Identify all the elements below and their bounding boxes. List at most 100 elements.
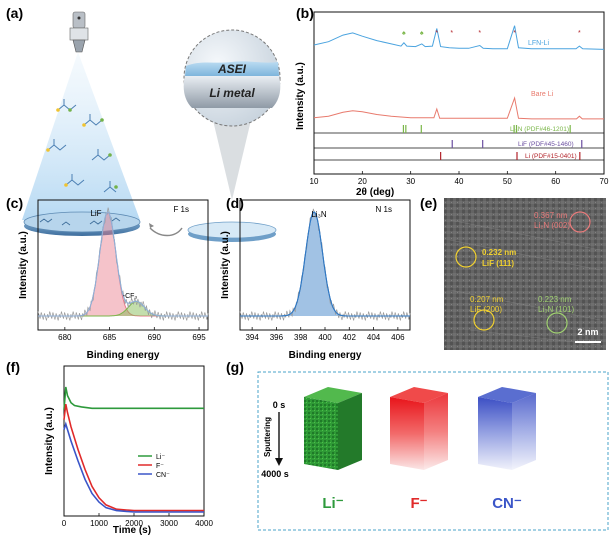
peak-marker-3: * (450, 30, 453, 37)
panel-label-g: (g) (226, 359, 244, 375)
plot-frame-c (37, 199, 209, 331)
series-f-1 (63, 403, 204, 512)
f-tick-label-2: 2000 (125, 519, 143, 528)
cube-label-cn: CN⁻ (492, 495, 522, 512)
tick-2-tick-label-2: 398 (294, 333, 308, 342)
xlabel-c: Binding energy (87, 350, 160, 361)
reference-group-b: ♠ ♠ * * * * * (402, 30, 583, 160)
f-tick-label-3: 3000 (160, 519, 178, 528)
f-tick-label-4: 4000 (195, 519, 213, 528)
ylabel-f: Intensity (a.u.) (44, 407, 55, 475)
legend-f-f: F⁻ (156, 463, 164, 470)
tem-image (444, 198, 606, 350)
tick-1-tick-label-1: 685 (103, 333, 117, 342)
legend-f-cn: CN⁻ (156, 472, 170, 479)
ylabel-c: Intensity (a.u.) (18, 231, 29, 299)
asei-label: ASEI (217, 62, 247, 76)
b-tick-label-3: 40 (455, 177, 464, 186)
peak-label-lif: LiF (90, 209, 101, 218)
anno-4-plane: Li₃N (101) (538, 305, 574, 314)
peak-label-cf3: -CF₃ (123, 293, 138, 300)
peak-label-li3n: Li₃N (311, 210, 326, 219)
b-tick-label-4: 50 (503, 177, 512, 186)
plot-frame-b (313, 11, 605, 175)
peak-group-d (239, 208, 411, 321)
legend-ref-li: Li (PDF#15-0401) (525, 153, 577, 160)
xlabel-f: Time (s) (113, 525, 151, 536)
zoom-cone (212, 116, 252, 200)
b-tick-label-0: 10 (310, 177, 319, 186)
anno-2-plane: LiF (111) (482, 259, 514, 268)
li-metal-label: Li metal (209, 86, 255, 100)
peak-marker-0: ♠ (402, 30, 406, 37)
series-group-b (313, 25, 605, 120)
fit-envelope-1 (38, 211, 208, 317)
series-f-2 (63, 421, 204, 513)
treated-disk (187, 221, 277, 242)
zoom-circle: ASEI Li metal (183, 29, 281, 127)
legend-lfn: LFN-Li (528, 40, 549, 47)
spray-cone (22, 52, 140, 220)
tick-2-tick-label-6: 406 (391, 333, 405, 342)
f-tick-label-1: 1000 (90, 519, 108, 528)
legend-ref-lif: LiF (PDF#45-1460) (518, 141, 574, 148)
peak-fill-1-1 (38, 301, 208, 316)
molecule-icons (47, 99, 117, 193)
panel-label-a: (a) (6, 5, 23, 21)
substrate-disk (23, 211, 141, 236)
anno-1-spacing: 0.367 nm (534, 211, 568, 220)
ticks-d: 394 396 398 400 402 404 406 (245, 327, 405, 342)
molecule-dots (46, 108, 118, 189)
anno-3-plane: LiF (200) (470, 305, 502, 314)
tick-2-tick-label-3: 400 (318, 333, 332, 342)
panel-g: (g) 0 s Sputtering 4000 s Li⁻ F⁻ CN⁻ (226, 359, 609, 531)
time-end: 4000 s (261, 469, 289, 479)
panel-label-d: (d) (226, 195, 244, 211)
cube-f (390, 387, 448, 470)
panel-label-e: (e) (420, 195, 437, 211)
peak-marker-4: * (478, 30, 481, 37)
legend-bare: Bare Li (531, 91, 554, 98)
panel-label-f: (f) (6, 359, 20, 375)
anno-3-spacing: 0.207 nm (470, 295, 504, 304)
anno-2-spacing: 0.232 nm (482, 248, 516, 257)
ticks-f: 0 1000 2000 3000 4000 (62, 513, 213, 528)
b-tick-label-1: 20 (358, 177, 367, 186)
cube-li (304, 387, 362, 470)
tick-2-tick-label-1: 396 (270, 333, 284, 342)
peak-marker-1: ♠ (420, 30, 424, 37)
ylabel-b: Intensity (a.u.) (295, 62, 306, 130)
fit-envelope-2 (240, 211, 410, 317)
tick-1-tick-label-3: 695 (192, 333, 206, 342)
b-tick-label-5: 60 (551, 177, 560, 186)
peak-marker-6: * (578, 30, 581, 37)
scale-bar-label: 2 nm (577, 327, 598, 337)
panel-a: (a) (6, 5, 281, 242)
series-b-1 (313, 96, 604, 120)
peak-fill-2-0 (240, 212, 410, 316)
legend-f: Li⁻ F⁻ CN⁻ (138, 454, 170, 479)
panel-label-b: (b) (296, 5, 314, 21)
title-c: F 1s (173, 205, 189, 214)
panel-d: (d) 394 396 398 400 402 404 406 N 1s Li₃N Bind… (220, 195, 411, 361)
time-start: 0 s (273, 400, 286, 410)
ticks-b: 10 20 30 40 50 60 70 (310, 171, 609, 186)
cube-label-li: Li⁻ (322, 495, 343, 512)
title-d: N 1s (376, 205, 392, 214)
plot-frame-f (63, 365, 205, 517)
legend-ref-li3n: Li₃N (PDF#46-1201) (510, 126, 569, 133)
panel-c: (c) 680 685 690 695 F 1s LiF -CF₃ Binding e… (6, 195, 209, 361)
tick-2-tick-label-5: 404 (367, 333, 381, 342)
arrow-icon (149, 227, 183, 237)
xlabel-b: 2θ (deg) (356, 187, 394, 198)
ylabel-d: Intensity (a.u.) (220, 231, 231, 299)
legend-f-li: Li⁻ (156, 454, 165, 461)
series-group-f (63, 386, 204, 513)
b-tick-label-6: 70 (600, 177, 609, 186)
sputtering-label: Sputtering (263, 417, 272, 457)
spray-nozzle-icon (69, 11, 89, 53)
panel-label-c: (c) (6, 195, 23, 211)
peak-marker-2: * (435, 30, 438, 37)
f-tick-label-0: 0 (62, 519, 67, 528)
